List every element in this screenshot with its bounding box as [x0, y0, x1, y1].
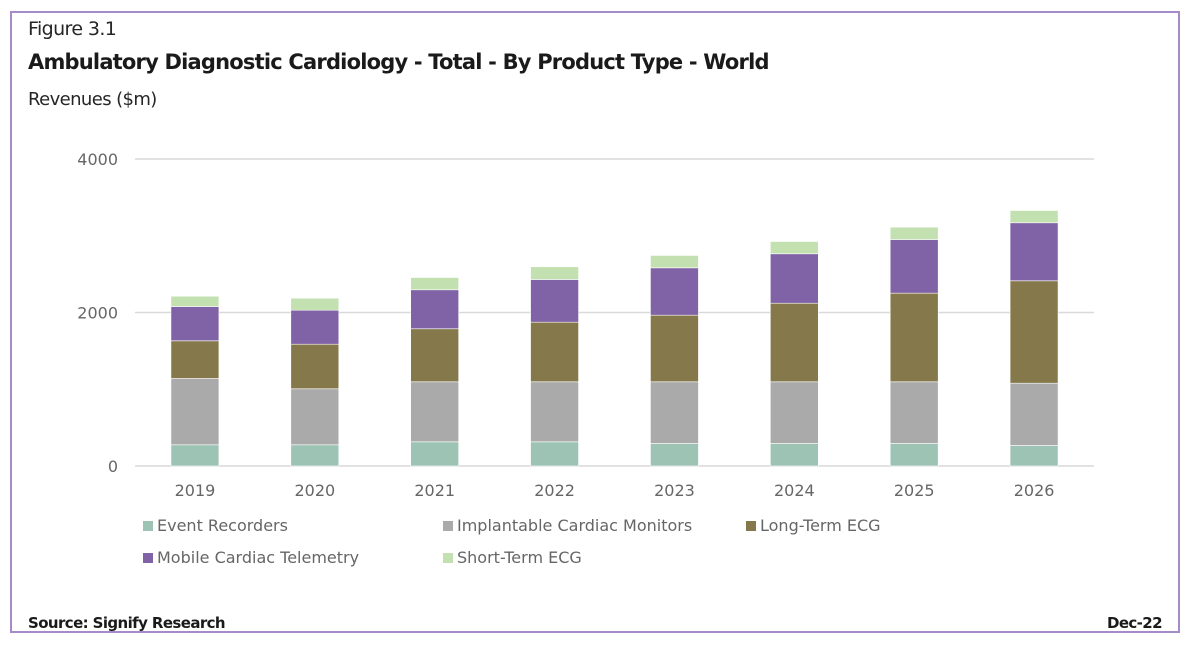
legend-item: Long-Term ECG [746, 516, 881, 535]
legend-swatch [443, 520, 453, 531]
y-tick-label: 4000 [77, 150, 118, 169]
bar-segment-long-term-ecg-2020 [290, 343, 340, 390]
bar-segment-long-term-ecg-2022 [530, 321, 579, 383]
bar-stack-2023 [650, 255, 699, 467]
x-tick-label: 2021 [414, 481, 455, 500]
gridlines [135, 158, 1094, 467]
y-tick-label: 2000 [77, 304, 118, 323]
bar-segment-event-recorders-2020 [290, 444, 340, 467]
chart-title: Ambulatory Diagnostic Cardiology - Total… [28, 50, 770, 74]
x-tick-label: 2023 [654, 481, 695, 500]
bar-segment-implantable-cardiac-monitors-2020 [290, 388, 340, 446]
bar-segment-implantable-cardiac-monitors-2019 [170, 378, 220, 446]
bar-segment-event-recorders-2026 [1009, 445, 1059, 467]
chart-subtitle: Revenues ($m) [28, 89, 157, 110]
bar-segment-mobile-cardiac-telemetry-2022 [530, 279, 579, 323]
bar-segment-mobile-cardiac-telemetry-2026 [1009, 222, 1059, 282]
x-tick-label: 2025 [894, 481, 935, 500]
bar-segment-short-term-ecg-2019 [170, 295, 220, 307]
bar-segment-short-term-ecg-2020 [290, 297, 340, 311]
bar-stack-2026 [1009, 210, 1059, 467]
legend-label: Mobile Cardiac Telemetry [157, 548, 360, 567]
bar-segment-short-term-ecg-2025 [889, 226, 939, 240]
bar-segment-implantable-cardiac-monitors-2024 [770, 381, 819, 444]
bar-segment-implantable-cardiac-monitors-2025 [889, 381, 939, 444]
bar-segment-mobile-cardiac-telemetry-2024 [770, 253, 819, 304]
source-note: Source: Signify Research [28, 614, 226, 632]
legend-label: Long-Term ECG [760, 516, 881, 535]
bar-stack-2024 [770, 241, 819, 467]
figure-frame [10, 11, 1180, 633]
bar-segment-event-recorders-2022 [530, 441, 579, 467]
bar-segment-long-term-ecg-2026 [1009, 280, 1059, 384]
legend-item: Event Recorders [143, 516, 288, 535]
date-note: Dec-22 [1106, 614, 1163, 632]
bar-segment-mobile-cardiac-telemetry-2021 [410, 289, 459, 330]
bar-segment-short-term-ecg-2021 [410, 277, 459, 291]
bar-segment-short-term-ecg-2026 [1009, 210, 1059, 224]
bar-segment-short-term-ecg-2022 [530, 266, 579, 280]
bar-segment-long-term-ecg-2023 [650, 314, 699, 383]
legend-swatch [746, 520, 756, 531]
legend-label: Event Recorders [157, 516, 288, 535]
x-tick-label: 2024 [774, 481, 815, 500]
bar-segment-event-recorders-2019 [170, 444, 220, 467]
y-axis-ticks: 0 2000 4000 [77, 150, 118, 476]
x-tick-label: 2020 [294, 481, 335, 500]
bar-segment-mobile-cardiac-telemetry-2025 [889, 239, 939, 294]
bar-segment-long-term-ecg-2019 [170, 340, 220, 379]
legend-swatch [143, 520, 153, 531]
bar-stack-2020 [290, 297, 340, 467]
legend-item: Mobile Cardiac Telemetry [143, 548, 359, 567]
y-tick-label: 0 [108, 457, 118, 476]
legend-item: Implantable Cardiac Monitors [443, 516, 692, 535]
bar-segment-mobile-cardiac-telemetry-2023 [650, 267, 699, 316]
x-tick-label: 2022 [534, 481, 575, 500]
bar-segment-long-term-ecg-2021 [410, 328, 459, 383]
bar-segment-mobile-cardiac-telemetry-2019 [170, 306, 220, 342]
bar-segment-implantable-cardiac-monitors-2026 [1009, 382, 1059, 446]
bar-segment-event-recorders-2021 [410, 441, 459, 467]
figure-label: Figure 3.1 [28, 18, 117, 40]
legend-item: Short-Term ECG [443, 548, 582, 567]
bar-segment-event-recorders-2023 [650, 443, 699, 467]
bars [170, 210, 1059, 467]
legend-label: Short-Term ECG [457, 548, 582, 567]
bar-stack-2021 [410, 277, 459, 467]
bar-segment-short-term-ecg-2024 [770, 241, 819, 255]
bar-segment-event-recorders-2025 [889, 443, 939, 467]
bar-segment-event-recorders-2024 [770, 443, 819, 467]
bar-segment-implantable-cardiac-monitors-2022 [530, 381, 579, 443]
legend-swatch [443, 552, 453, 563]
x-tick-label: 2019 [175, 481, 216, 500]
bar-stack-2022 [530, 266, 579, 467]
bar-segment-implantable-cardiac-monitors-2021 [410, 381, 459, 443]
bar-segment-short-term-ecg-2023 [650, 255, 699, 269]
legend-swatch [143, 552, 153, 563]
bar-segment-long-term-ecg-2024 [770, 302, 819, 383]
x-axis-ticks: 2019 2020 2021 2022 2023 2024 2025 2026 [175, 481, 1055, 500]
bar-segment-mobile-cardiac-telemetry-2020 [290, 309, 340, 345]
bar-segment-long-term-ecg-2025 [889, 292, 939, 383]
legend-label: Implantable Cardiac Monitors [457, 516, 693, 535]
x-tick-label: 2026 [1014, 481, 1055, 500]
bar-stack-2019 [170, 295, 220, 467]
bar-stack-2025 [889, 226, 939, 467]
bar-segment-implantable-cardiac-monitors-2023 [650, 381, 699, 444]
